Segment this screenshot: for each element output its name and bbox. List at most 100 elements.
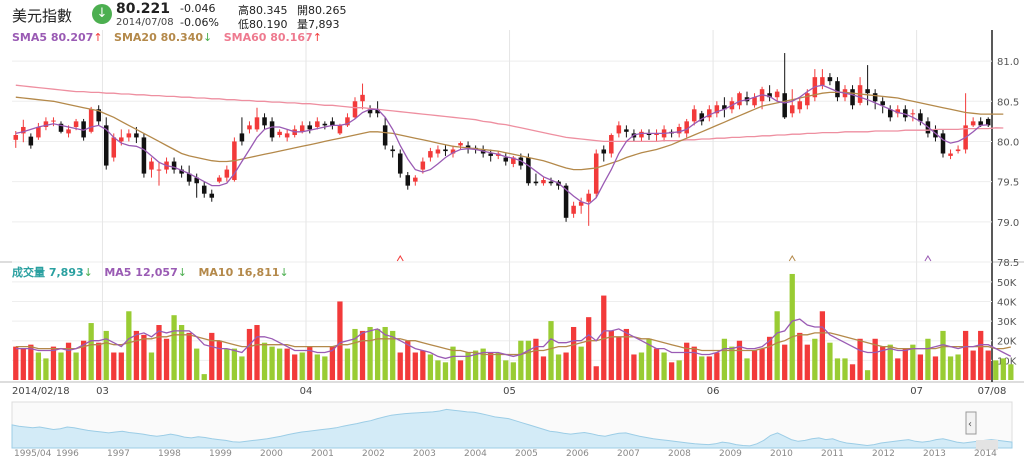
volume-bar bbox=[985, 350, 991, 380]
candle-body bbox=[36, 126, 41, 138]
volume-ma5-line bbox=[15, 318, 1012, 360]
navigator-handle-icon: ‹ bbox=[968, 419, 972, 430]
navigator-year-label: 2010 bbox=[770, 449, 793, 459]
candle bbox=[865, 65, 870, 106]
volume-bar bbox=[623, 328, 630, 380]
candle-body bbox=[722, 105, 727, 110]
candle bbox=[835, 77, 840, 102]
candle bbox=[43, 117, 49, 131]
candle bbox=[676, 123, 682, 138]
volume-bar bbox=[254, 325, 260, 380]
candle bbox=[903, 105, 908, 122]
navigator-year-label: 2003 bbox=[413, 449, 436, 459]
volume-bar bbox=[766, 336, 773, 380]
volume-bar bbox=[442, 362, 449, 380]
candle-body bbox=[955, 149, 961, 152]
sma20-legend: SMA20 80.340↓ bbox=[114, 31, 212, 44]
navigator-year-label: 1999 bbox=[209, 449, 232, 459]
volume-bar bbox=[457, 360, 464, 380]
candle bbox=[541, 177, 546, 186]
candle-body bbox=[827, 77, 833, 82]
volume-bar bbox=[668, 362, 675, 380]
x-axis-label: 07/08 bbox=[978, 386, 1007, 397]
candle bbox=[88, 106, 94, 134]
volume-bar bbox=[774, 311, 780, 380]
volume-bar bbox=[126, 311, 132, 380]
candle-body bbox=[194, 177, 199, 184]
price-tick-label: 78.5 bbox=[997, 258, 1019, 269]
candle bbox=[526, 153, 531, 186]
candle bbox=[684, 118, 689, 138]
volume-bar bbox=[284, 348, 290, 380]
candle bbox=[722, 97, 727, 118]
volume-bar bbox=[721, 338, 728, 380]
candle bbox=[593, 149, 599, 198]
volume-bar bbox=[864, 370, 871, 380]
navigator-year-label: 1998 bbox=[158, 449, 181, 459]
volume-legend: 成交量 7,893↓ MA5 12,057↓ MA10 16,811↓ bbox=[12, 264, 297, 280]
volume-bar bbox=[842, 358, 848, 380]
volume-bar bbox=[525, 340, 532, 380]
candle-body bbox=[119, 137, 124, 142]
candle-body bbox=[691, 109, 697, 122]
sma60-legend-text: SMA60 80.167 bbox=[223, 31, 313, 44]
candle-body bbox=[367, 109, 373, 114]
signal-marker bbox=[788, 255, 796, 262]
volume-bar bbox=[495, 352, 501, 380]
volume-bar bbox=[194, 348, 200, 380]
volume-bar bbox=[751, 350, 758, 380]
volume-bar bbox=[465, 352, 471, 380]
candle-body bbox=[141, 137, 147, 174]
candle bbox=[639, 129, 644, 142]
candle bbox=[345, 113, 350, 127]
navigator-handle bbox=[965, 411, 977, 435]
volume-tick-label: 30K bbox=[997, 317, 1017, 328]
candle bbox=[963, 93, 968, 154]
candle bbox=[488, 149, 493, 162]
volume-bar bbox=[676, 360, 682, 380]
candle bbox=[737, 91, 742, 110]
price-tick-label: 80.5 bbox=[997, 97, 1019, 108]
volume-bar bbox=[329, 346, 336, 380]
volume-bar bbox=[993, 360, 999, 380]
volume-bar bbox=[450, 346, 456, 380]
candle bbox=[217, 175, 222, 184]
price-tick-label: 81.0 bbox=[997, 57, 1019, 68]
candle bbox=[578, 197, 584, 214]
volume-bar bbox=[359, 330, 366, 380]
candle-body bbox=[511, 157, 516, 164]
vol-ma5-arrow: ↓ bbox=[177, 266, 187, 279]
candle bbox=[872, 89, 878, 110]
candle bbox=[307, 121, 313, 134]
volume-bar bbox=[276, 348, 283, 380]
candle bbox=[812, 69, 818, 102]
candle bbox=[744, 91, 750, 106]
candle bbox=[895, 105, 901, 118]
volume-bar bbox=[797, 332, 803, 380]
candle-body bbox=[767, 93, 772, 98]
candle-body bbox=[134, 133, 139, 138]
navigator-year-label: 2004 bbox=[464, 449, 487, 459]
candle bbox=[428, 147, 433, 162]
candle-body bbox=[865, 89, 870, 94]
navigator-year-label: 2014 bbox=[974, 449, 997, 459]
candle bbox=[126, 129, 132, 142]
volume-tick-label: 10K bbox=[997, 356, 1017, 367]
candle-body bbox=[654, 133, 659, 136]
sma5-legend-text: SMA5 80.207 bbox=[12, 31, 94, 44]
volume-bar bbox=[970, 350, 976, 380]
navigator-year-label: 2011 bbox=[821, 449, 844, 459]
navigator-year-label: 2008 bbox=[668, 449, 691, 459]
candle-body bbox=[563, 185, 569, 218]
candle bbox=[443, 145, 448, 156]
candle-body bbox=[737, 93, 742, 106]
volume-bar bbox=[533, 338, 539, 380]
volume-bar bbox=[178, 325, 185, 380]
volume-bar bbox=[163, 338, 170, 380]
candle bbox=[450, 145, 456, 158]
low-price: 低80.190 bbox=[238, 18, 288, 31]
candle-body bbox=[782, 93, 787, 118]
candle-body bbox=[880, 101, 885, 106]
volume-bar bbox=[691, 346, 697, 380]
candle-body bbox=[797, 101, 803, 110]
